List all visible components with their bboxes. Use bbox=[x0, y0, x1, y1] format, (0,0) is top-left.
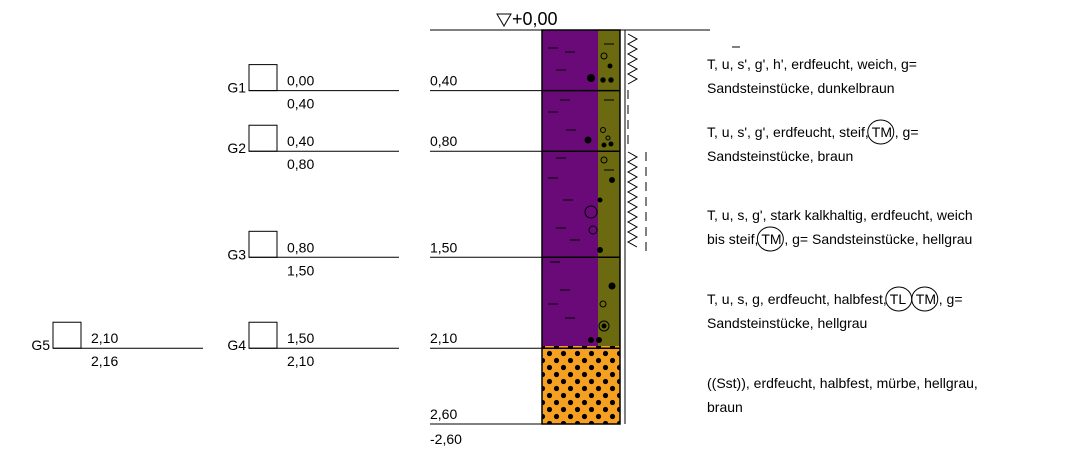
description-line: braun bbox=[707, 399, 743, 415]
description-line: Sandsteinstücke, braun bbox=[707, 148, 853, 164]
texture-dot bbox=[601, 323, 607, 329]
description-layer-3: T, u, s, g', stark kalkhaltig, erdfeucht… bbox=[707, 207, 973, 252]
circled-code: TL bbox=[890, 291, 907, 307]
description-line: , g= Sandsteinstücke, hellgrau bbox=[784, 231, 972, 247]
soil-column bbox=[541, 29, 626, 425]
texture-dot bbox=[588, 225, 598, 235]
sample-to: 1,50 bbox=[287, 262, 314, 278]
texture-dot bbox=[588, 337, 594, 343]
texture-dot bbox=[608, 282, 616, 290]
description-layer-4: T, u, s, g, erdfeucht, halbfest, TL TM, g=… bbox=[707, 286, 963, 331]
sample-id: G4 bbox=[227, 337, 246, 353]
sample-id: G1 bbox=[227, 80, 246, 96]
texture-dot bbox=[587, 74, 595, 82]
texture-dot bbox=[609, 177, 615, 183]
depth-label: 0,80 bbox=[430, 133, 457, 149]
description-line: Sandsteinstücke, hellgrau bbox=[707, 315, 867, 331]
rock-dots bbox=[542, 346, 620, 424]
description-line: ((Sst)), erdfeucht, halbfest, mürbe, hel… bbox=[707, 375, 978, 391]
circled-code: TM bbox=[916, 291, 936, 307]
sample-from: 0,80 bbox=[287, 239, 314, 255]
sample-from: 2,10 bbox=[91, 330, 118, 346]
description-line: , g= bbox=[939, 291, 963, 307]
texture-dot bbox=[600, 52, 608, 60]
sample-id: G2 bbox=[227, 140, 246, 156]
column-texture bbox=[548, 43, 616, 343]
description-layer-2: T, u, s', g', erdfeucht, steif, TM, g= San… bbox=[707, 119, 919, 164]
description-line: T, u, s', g', h', erdfeucht, weich, g= bbox=[707, 56, 917, 72]
top-elevation-label: +0,00 bbox=[512, 9, 558, 29]
texture-dot bbox=[598, 320, 610, 332]
texture-dot bbox=[600, 156, 608, 164]
texture-dot bbox=[597, 247, 603, 253]
sample-g1: G1 0,00 0,40 bbox=[227, 64, 399, 112]
sample-markers: G1 0,00 0,40 G2 0,40 0,80 G3 0,80 1,50 G4 1,50 2,10… bbox=[31, 64, 399, 369]
depth-label: 1,50 bbox=[430, 239, 457, 255]
description-line: T, u, s, g', stark kalkhaltig, erdfeucht… bbox=[707, 207, 973, 223]
sample-id: G3 bbox=[227, 246, 246, 262]
bottom-elevation-label: -2,60 bbox=[430, 431, 462, 447]
texture-dot bbox=[608, 77, 614, 83]
zigzag-wet-2 bbox=[626, 151, 639, 248]
texture-dot bbox=[596, 337, 602, 343]
sample-from: 1,50 bbox=[287, 330, 314, 346]
sample-to: 2,16 bbox=[91, 353, 118, 369]
sample-g5: G5 2,10 2,16 bbox=[31, 321, 203, 369]
circle-marker bbox=[756, 226, 784, 252]
sample-from: 0,40 bbox=[287, 133, 314, 149]
texture-dot bbox=[584, 205, 598, 219]
elevation-triangle-icon bbox=[496, 13, 512, 27]
sample-id: G5 bbox=[31, 337, 50, 353]
depth-label: 2,60 bbox=[430, 406, 457, 422]
texture-dot bbox=[600, 77, 606, 83]
layer-descriptions: T, u, s', g', h', erdfeucht, weich, g= Sa… bbox=[707, 46, 978, 415]
circled-code: TM bbox=[761, 231, 781, 247]
depth-label: 2,10 bbox=[430, 330, 457, 346]
texture-dot bbox=[597, 197, 603, 203]
description-layer-1: T, u, s', g', h', erdfeucht, weich, g= Sa… bbox=[707, 46, 917, 96]
sample-g4: G4 1,50 2,10 bbox=[227, 321, 399, 369]
texture-dot bbox=[605, 135, 611, 141]
top-elevation-marker: +0,00 bbox=[430, 9, 710, 31]
depth-labels: 0,40 0,80 1,50 2,10 2,60 bbox=[430, 73, 542, 425]
clay-fill bbox=[542, 30, 598, 346]
sample-to: 2,10 bbox=[287, 353, 314, 369]
texture-dot bbox=[600, 127, 606, 133]
layer-boundaries bbox=[542, 89, 620, 349]
description-line: T, u, s', g', erdfeucht, steif, bbox=[707, 124, 869, 140]
sample-to: 0,40 bbox=[287, 96, 314, 112]
sample-box bbox=[52, 321, 82, 349]
sample-to: 0,80 bbox=[287, 156, 314, 172]
texture-dot bbox=[608, 141, 614, 147]
description-line: , g= bbox=[895, 124, 919, 140]
depth-label: 0,40 bbox=[430, 73, 457, 89]
texture-dot bbox=[599, 300, 607, 308]
circle-marker bbox=[867, 119, 895, 145]
water-symbols bbox=[626, 33, 647, 256]
description-layer-5: ((Sst)), erdfeucht, halbfest, mürbe, hel… bbox=[707, 375, 978, 415]
sample-g2: G2 0,40 0,80 bbox=[227, 124, 399, 172]
zigzag-wet-1 bbox=[626, 33, 639, 85]
circled-code: TM bbox=[872, 124, 892, 140]
sample-g3: G3 0,80 1,50 bbox=[227, 230, 399, 278]
column-outline bbox=[541, 29, 621, 425]
description-line: Sandsteinstücke, dunkelbraun bbox=[707, 80, 895, 96]
sample-box bbox=[248, 230, 278, 258]
sample-box bbox=[248, 64, 278, 92]
sample-box bbox=[248, 321, 278, 349]
sample-box bbox=[248, 124, 278, 152]
texture-dot bbox=[607, 63, 613, 69]
texture-dot bbox=[584, 136, 592, 144]
clay-strip bbox=[598, 30, 620, 346]
description-line: bis steif, bbox=[707, 231, 758, 247]
sample-from: 0,00 bbox=[287, 73, 314, 89]
description-line: T, u, s, g, erdfeucht, halbfest, bbox=[707, 291, 887, 307]
circle-marker bbox=[911, 286, 939, 312]
texture-dot bbox=[601, 142, 607, 148]
